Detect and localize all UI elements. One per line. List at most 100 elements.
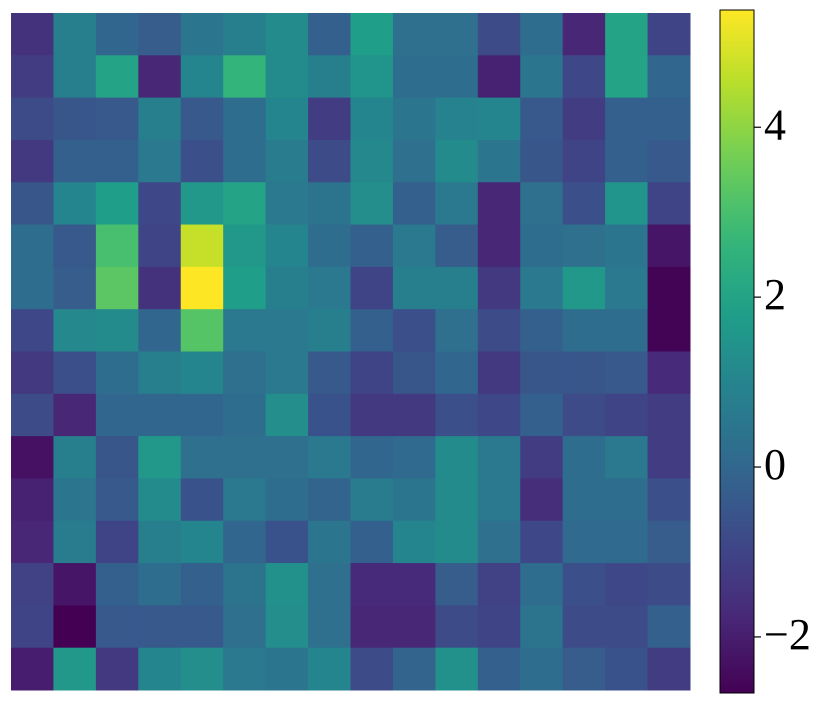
colorbar xyxy=(719,9,755,694)
heatmap-cell xyxy=(95,520,139,564)
heatmap-cell xyxy=(562,224,606,268)
heatmap-cell xyxy=(350,563,394,606)
heatmap-cell xyxy=(477,605,521,649)
heatmap-cell xyxy=(477,97,521,141)
heatmap-cell xyxy=(223,182,267,226)
heatmap-cell xyxy=(223,266,267,310)
heatmap-cell xyxy=(520,647,564,691)
heatmap-cell xyxy=(180,309,224,352)
heatmap-cell xyxy=(308,55,351,99)
heatmap-cell xyxy=(53,478,97,522)
heatmap-cell xyxy=(520,139,564,183)
heatmap-cell xyxy=(350,266,394,310)
heatmap-cell xyxy=(392,97,436,141)
heatmap-cell xyxy=(180,139,224,183)
heatmap-cell xyxy=(392,139,436,183)
heatmap-cell xyxy=(520,97,564,141)
heatmap-cell xyxy=(350,13,394,56)
heatmap-cell xyxy=(138,224,182,268)
heatmap-cell xyxy=(223,97,267,141)
heatmap-cell xyxy=(265,139,309,183)
heatmap-cell xyxy=(95,13,139,56)
heatmap-cell xyxy=(223,351,267,395)
heatmap-cell xyxy=(350,309,394,352)
heatmap-cell xyxy=(180,563,224,606)
heatmap-cell xyxy=(95,266,139,310)
heatmap-cell xyxy=(180,97,224,141)
heatmap-cell xyxy=(350,605,394,649)
heatmap-cell xyxy=(180,224,224,268)
heatmap-cell xyxy=(520,393,564,437)
heatmap-cell xyxy=(647,520,691,564)
heatmap-cell xyxy=(647,351,691,395)
heatmap-cell xyxy=(223,647,267,691)
heatmap-cell xyxy=(308,97,351,141)
heatmap-cell xyxy=(223,563,267,606)
heatmap-cell xyxy=(350,436,394,479)
heatmap-cell xyxy=(223,436,267,479)
heatmap-cell xyxy=(350,97,394,141)
colorbar-tick-label: 2 xyxy=(764,270,786,319)
heatmap-cell xyxy=(308,436,351,479)
heatmap-cell xyxy=(308,309,351,352)
heatmap-cell xyxy=(605,266,649,310)
heatmap-cell xyxy=(562,97,606,141)
heatmap-cell xyxy=(562,182,606,226)
heatmap-cell xyxy=(477,520,521,564)
heatmap-cell xyxy=(265,182,309,226)
heatmap-cell xyxy=(223,55,267,99)
heatmap-cell xyxy=(11,351,54,395)
heatmap-cell xyxy=(95,182,139,226)
heatmap-cell xyxy=(11,13,54,56)
heatmap-cell xyxy=(11,55,54,99)
heatmap-cell xyxy=(562,55,606,99)
heatmap-cell xyxy=(308,266,351,310)
heatmap-cell xyxy=(308,605,351,649)
colorbar-tick-label: 4 xyxy=(764,100,786,149)
heatmap-cell xyxy=(350,393,394,437)
heatmap-cell xyxy=(308,563,351,606)
heatmap-cell xyxy=(308,393,351,437)
heatmap-cell xyxy=(11,563,54,606)
heatmap-cell xyxy=(647,393,691,437)
heatmap-cell xyxy=(180,13,224,56)
heatmap-cell xyxy=(265,478,309,522)
heatmap-cell xyxy=(392,647,436,691)
heatmap-cell xyxy=(350,182,394,226)
heatmap-cell xyxy=(265,647,309,691)
heatmap-cell xyxy=(180,605,224,649)
heatmap-cell xyxy=(53,266,97,310)
heatmap-cell xyxy=(520,478,564,522)
heatmap-cell xyxy=(647,139,691,183)
heatmap-cell xyxy=(605,97,649,141)
heatmap-cell xyxy=(605,605,649,649)
heatmap-cell xyxy=(265,97,309,141)
heatmap-cell xyxy=(477,647,521,691)
heatmap-cell xyxy=(435,139,479,183)
heatmap-cell xyxy=(477,393,521,437)
heatmap-cell xyxy=(265,309,309,352)
heatmap-cell xyxy=(647,436,691,479)
heatmap-cell xyxy=(265,55,309,99)
heatmap-cell xyxy=(392,266,436,310)
heatmap-cell xyxy=(138,97,182,141)
heatmap-cell xyxy=(647,563,691,606)
heatmap-cell xyxy=(11,436,54,479)
heatmap-cell xyxy=(392,55,436,99)
heatmap-cell xyxy=(265,13,309,56)
heatmap-cell xyxy=(138,393,182,437)
heatmap-cell xyxy=(95,351,139,395)
heatmap-cell xyxy=(562,647,606,691)
heatmap-cell xyxy=(138,563,182,606)
heatmap-cell xyxy=(350,139,394,183)
heatmap-cell xyxy=(223,520,267,564)
heatmap-cell xyxy=(265,224,309,268)
heatmap-cell xyxy=(392,182,436,226)
heatmap-cell xyxy=(223,224,267,268)
heatmap-cell xyxy=(647,605,691,649)
heatmap-cell xyxy=(562,266,606,310)
heatmap-cell xyxy=(180,182,224,226)
heatmap-cell xyxy=(647,97,691,141)
heatmap-cell xyxy=(11,478,54,522)
heatmap-cell xyxy=(605,520,649,564)
